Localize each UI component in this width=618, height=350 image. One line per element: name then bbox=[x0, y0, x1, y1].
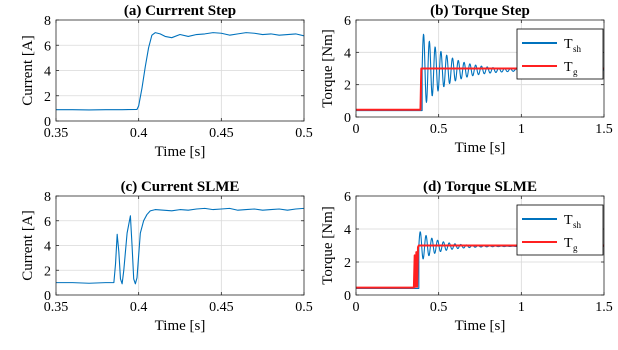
y-tick-label: 0 bbox=[44, 115, 51, 130]
chart-panel-3: 0.35 0.4 0.45 0.5 0 2 4 6 8 (c) Current SLME Time … bbox=[20, 179, 313, 334]
y-tick-label: 4 bbox=[44, 65, 51, 80]
y-axis-label: Current [A] bbox=[20, 210, 36, 280]
y-tick-label: 2 bbox=[344, 256, 351, 271]
series-line-1 bbox=[56, 207, 304, 285]
legend-box bbox=[516, 28, 604, 80]
x-tick-label: 0.35 bbox=[44, 300, 69, 315]
legend-label-g: T bbox=[564, 60, 573, 75]
y-tick-label: 4 bbox=[344, 223, 351, 238]
chart-title: (c) Current SLME bbox=[121, 179, 240, 195]
series-line-t-g bbox=[356, 244, 604, 289]
y-tick-label: 6 bbox=[44, 215, 51, 230]
y-tick-label: 0 bbox=[344, 111, 351, 126]
y-tick-label: 4 bbox=[344, 46, 351, 61]
x-tick-label: 0 bbox=[353, 300, 360, 315]
y-tick-label: 6 bbox=[44, 39, 51, 54]
x-tick-label: 0.4 bbox=[130, 126, 148, 141]
y-tick-label: 2 bbox=[344, 79, 351, 94]
x-tick-label: 0.4 bbox=[130, 300, 148, 315]
y-axis-label: Torque [Nm] bbox=[320, 206, 336, 285]
chart-title: (d) Torque SLME bbox=[423, 179, 537, 195]
series-group bbox=[56, 32, 304, 111]
y-tick-label: 8 bbox=[44, 14, 51, 29]
y-axis-label: Current [A] bbox=[20, 35, 36, 105]
y-tick-label: 2 bbox=[44, 90, 51, 105]
x-tick-label: 1 bbox=[518, 122, 525, 137]
legend-subscript-sh: sh bbox=[573, 220, 582, 230]
legend-label-g: T bbox=[564, 236, 573, 251]
x-tick-label: 0.5 bbox=[430, 300, 448, 315]
y-tick-label: 8 bbox=[44, 190, 51, 205]
legend-subscript-sh: sh bbox=[573, 44, 582, 54]
x-tick-label: 1.5 bbox=[595, 300, 613, 315]
x-axis-label: Time [s] bbox=[155, 144, 206, 160]
y-tick-label: 2 bbox=[44, 264, 51, 279]
series-group bbox=[56, 207, 304, 285]
legend-label-sh: T bbox=[564, 37, 573, 52]
chart-title: (a) Currrent Step bbox=[124, 3, 236, 19]
legend-box bbox=[516, 204, 604, 256]
axes-box bbox=[355, 19, 605, 118]
legend-label-sh: T bbox=[564, 213, 573, 228]
series-line-t-g bbox=[356, 67, 604, 111]
y-tick-label: 0 bbox=[344, 289, 351, 304]
axes-box bbox=[355, 195, 605, 296]
x-axis-label: Time [s] bbox=[455, 318, 506, 334]
x-tick-label: 0.5 bbox=[295, 300, 313, 315]
y-tick-label: 0 bbox=[44, 289, 51, 304]
legend-subscript-g: g bbox=[573, 67, 578, 77]
x-tick-label: 0.5 bbox=[430, 122, 448, 137]
chart-panel-1: 0.35 0.4 0.45 0.5 0 2 4 6 8 (a) Currrent Step Time… bbox=[20, 3, 313, 160]
chart-panel-2: 0 0.5 1 1.5 0 2 4 6 (b) Torque Step Time [s] Torqu… bbox=[320, 3, 613, 156]
chart-panel-4: 0 0.5 1 1.5 0 2 4 6 (d) Torque SLME Time [s] Torqu… bbox=[320, 179, 613, 334]
x-tick-label: 0.45 bbox=[209, 300, 234, 315]
x-tick-label: 0.35 bbox=[44, 126, 69, 141]
x-tick-label: 0.45 bbox=[209, 126, 234, 141]
y-tick-label: 6 bbox=[344, 190, 351, 205]
series-line-1 bbox=[56, 32, 304, 111]
x-tick-label: 0.5 bbox=[295, 126, 313, 141]
legend-subscript-g: g bbox=[573, 243, 578, 253]
y-tick-label: 6 bbox=[344, 14, 351, 29]
x-tick-label: 1 bbox=[518, 300, 525, 315]
y-axis-label: Torque [Nm] bbox=[320, 29, 336, 108]
chart-title: (b) Torque Step bbox=[430, 3, 530, 19]
x-tick-label: 1.5 bbox=[595, 122, 613, 137]
x-tick-label: 0 bbox=[353, 122, 360, 137]
x-axis-label: Time [s] bbox=[155, 318, 206, 334]
x-axis-label: Time [s] bbox=[455, 140, 506, 156]
y-tick-label: 4 bbox=[44, 240, 51, 255]
